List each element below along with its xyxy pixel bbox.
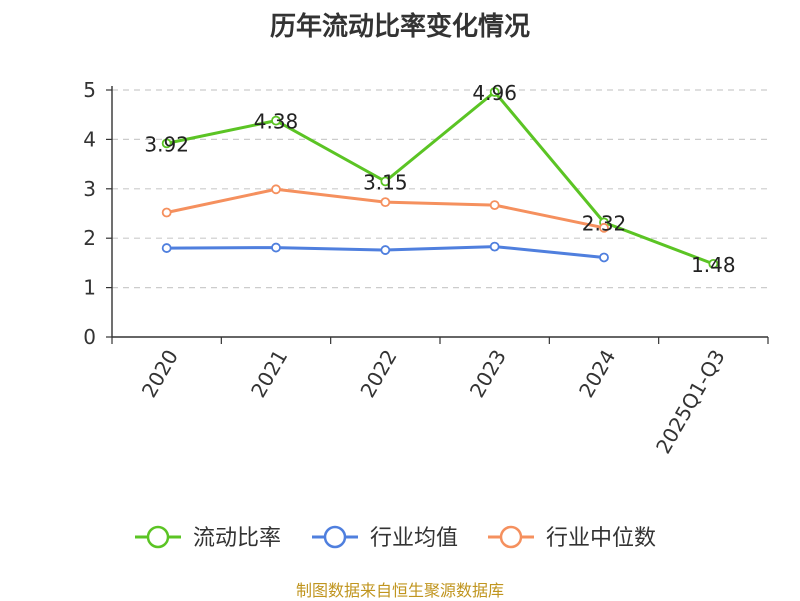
data-point[interactable] [489, 241, 500, 252]
data-point[interactable] [161, 138, 172, 149]
legend-marker[interactable] [499, 525, 523, 549]
data-label: 1.48 [691, 253, 736, 277]
legend[interactable]: 流动比率 行业均值 行业中位数 [135, 525, 656, 551]
data-label: 3.92 [144, 132, 189, 156]
y-tick-label: 2 [83, 226, 96, 250]
x-tick-label: 2020 [137, 346, 183, 402]
data-point[interactable] [380, 245, 391, 255]
x-tick-label: 2023 [465, 345, 511, 401]
data-point[interactable] [271, 242, 281, 253]
data-point[interactable] [489, 87, 500, 97]
legend-label[interactable]: 流动比率 [193, 526, 281, 551]
data-labels: 3.92 4.38 3.15 4.96 2.32 1.48 [144, 81, 735, 277]
data-point[interactable] [708, 258, 719, 269]
y-tick-label: 0 [83, 325, 96, 349]
data-label: 4.38 [254, 110, 299, 134]
data-label: 4.96 [472, 81, 517, 105]
y-tick-label: 3 [83, 177, 96, 201]
x-tick-label: 2022 [355, 346, 401, 402]
legend-marker[interactable] [323, 525, 347, 549]
x-tick-label: 2021 [246, 346, 292, 402]
data-point[interactable] [161, 207, 172, 218]
data-point[interactable] [599, 252, 609, 263]
data-point[interactable] [161, 243, 172, 253]
y-tick-label: 1 [83, 276, 96, 300]
x-tick-label: 2025Q1-Q3 [651, 346, 730, 458]
data-point[interactable] [271, 184, 281, 195]
data-point[interactable] [599, 222, 609, 233]
chart-title: 历年流动比率变化情况 [269, 12, 530, 42]
grid-lines [112, 89, 768, 289]
data-label: 3.15 [363, 170, 408, 194]
data-point[interactable] [380, 176, 391, 187]
x-tick-label: 2024 [574, 346, 620, 402]
data-label: 2.32 [582, 211, 627, 235]
data-point[interactable] [489, 200, 500, 211]
y-tick-label: 5 [83, 78, 96, 102]
legend-marker[interactable] [146, 525, 170, 549]
legend-label[interactable]: 行业中位数 [546, 526, 656, 551]
data-point[interactable] [271, 115, 281, 126]
series-line [166, 90, 714, 266]
series-line [166, 187, 605, 230]
source-note: 制图数据来自恒生聚源数据库 [295, 581, 504, 600]
series-lines [161, 87, 719, 269]
data-point[interactable] [380, 197, 391, 208]
y-tick-label: 4 [83, 127, 96, 151]
legend-label[interactable]: 行业均值 [370, 526, 458, 551]
